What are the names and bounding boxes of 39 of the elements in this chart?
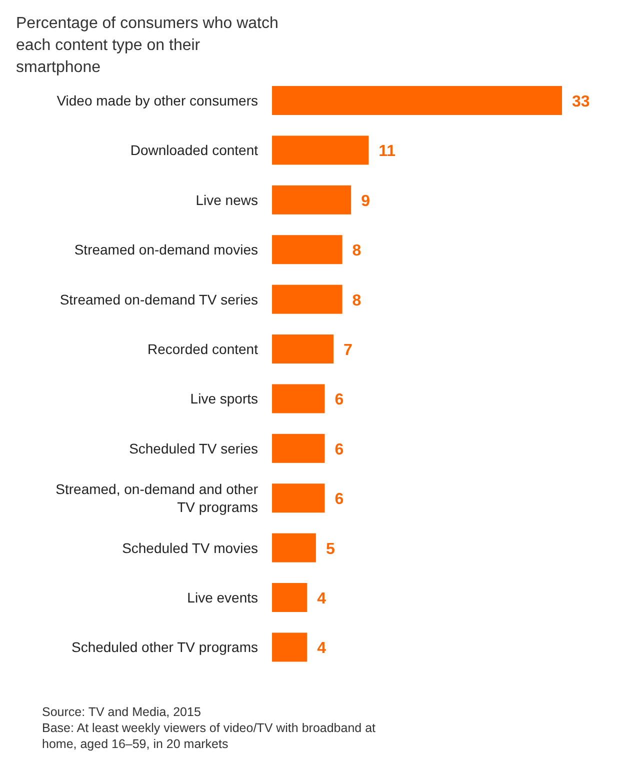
data-label: 6 [334,441,344,458]
bar [272,235,342,264]
data-label: 4 [317,590,326,608]
chart-title: Percentage of consumers who watch each content type on their smartphone [16,15,278,76]
y-tick-label: Live sports [190,390,258,407]
data-label: 11 [378,143,396,160]
bar [272,136,369,165]
y-tick-label: Streamed on-demand movies [74,242,258,258]
data-label: 7 [344,342,353,359]
data-label: 9 [361,192,370,210]
y-tick-label: Scheduled TV movies [122,540,258,556]
y-tick-label: Streamed on-demand TV series [60,291,258,308]
bar [272,86,562,115]
data-label: 8 [352,242,362,260]
bar [272,632,308,662]
data-label: 4 [317,640,326,658]
data-label: 5 [326,540,335,558]
data-label: 8 [352,292,362,310]
bar [272,185,352,214]
y-tick-label: Scheduled other TV programs [71,639,258,656]
y-tick-label: Recorded content [147,341,258,357]
y-tick-label: Video made by other consumers [56,92,258,108]
bar [272,533,316,562]
bar [272,583,308,612]
source-note: Source: TV and Media, 2015 [42,705,201,719]
data-label: 6 [334,392,344,409]
y-tick-label: Live events [187,590,258,606]
bar [272,434,325,463]
data-label: 6 [334,491,344,508]
bar [272,334,334,364]
bar [272,284,342,314]
y-tick-label: Live news [196,192,258,208]
y-tick-label: Scheduled TV series [129,440,258,456]
data-label: 33 [572,94,590,110]
y-tick-label: Streamed, on-demand and other TV programs [56,481,258,516]
bar [272,384,325,414]
y-tick-label: Downloaded content [130,142,258,158]
bar [272,484,325,513]
text: Base: At least weekly viewers of video/TV with broadband at home, aged 16–59, in 20 markets [42,721,376,751]
